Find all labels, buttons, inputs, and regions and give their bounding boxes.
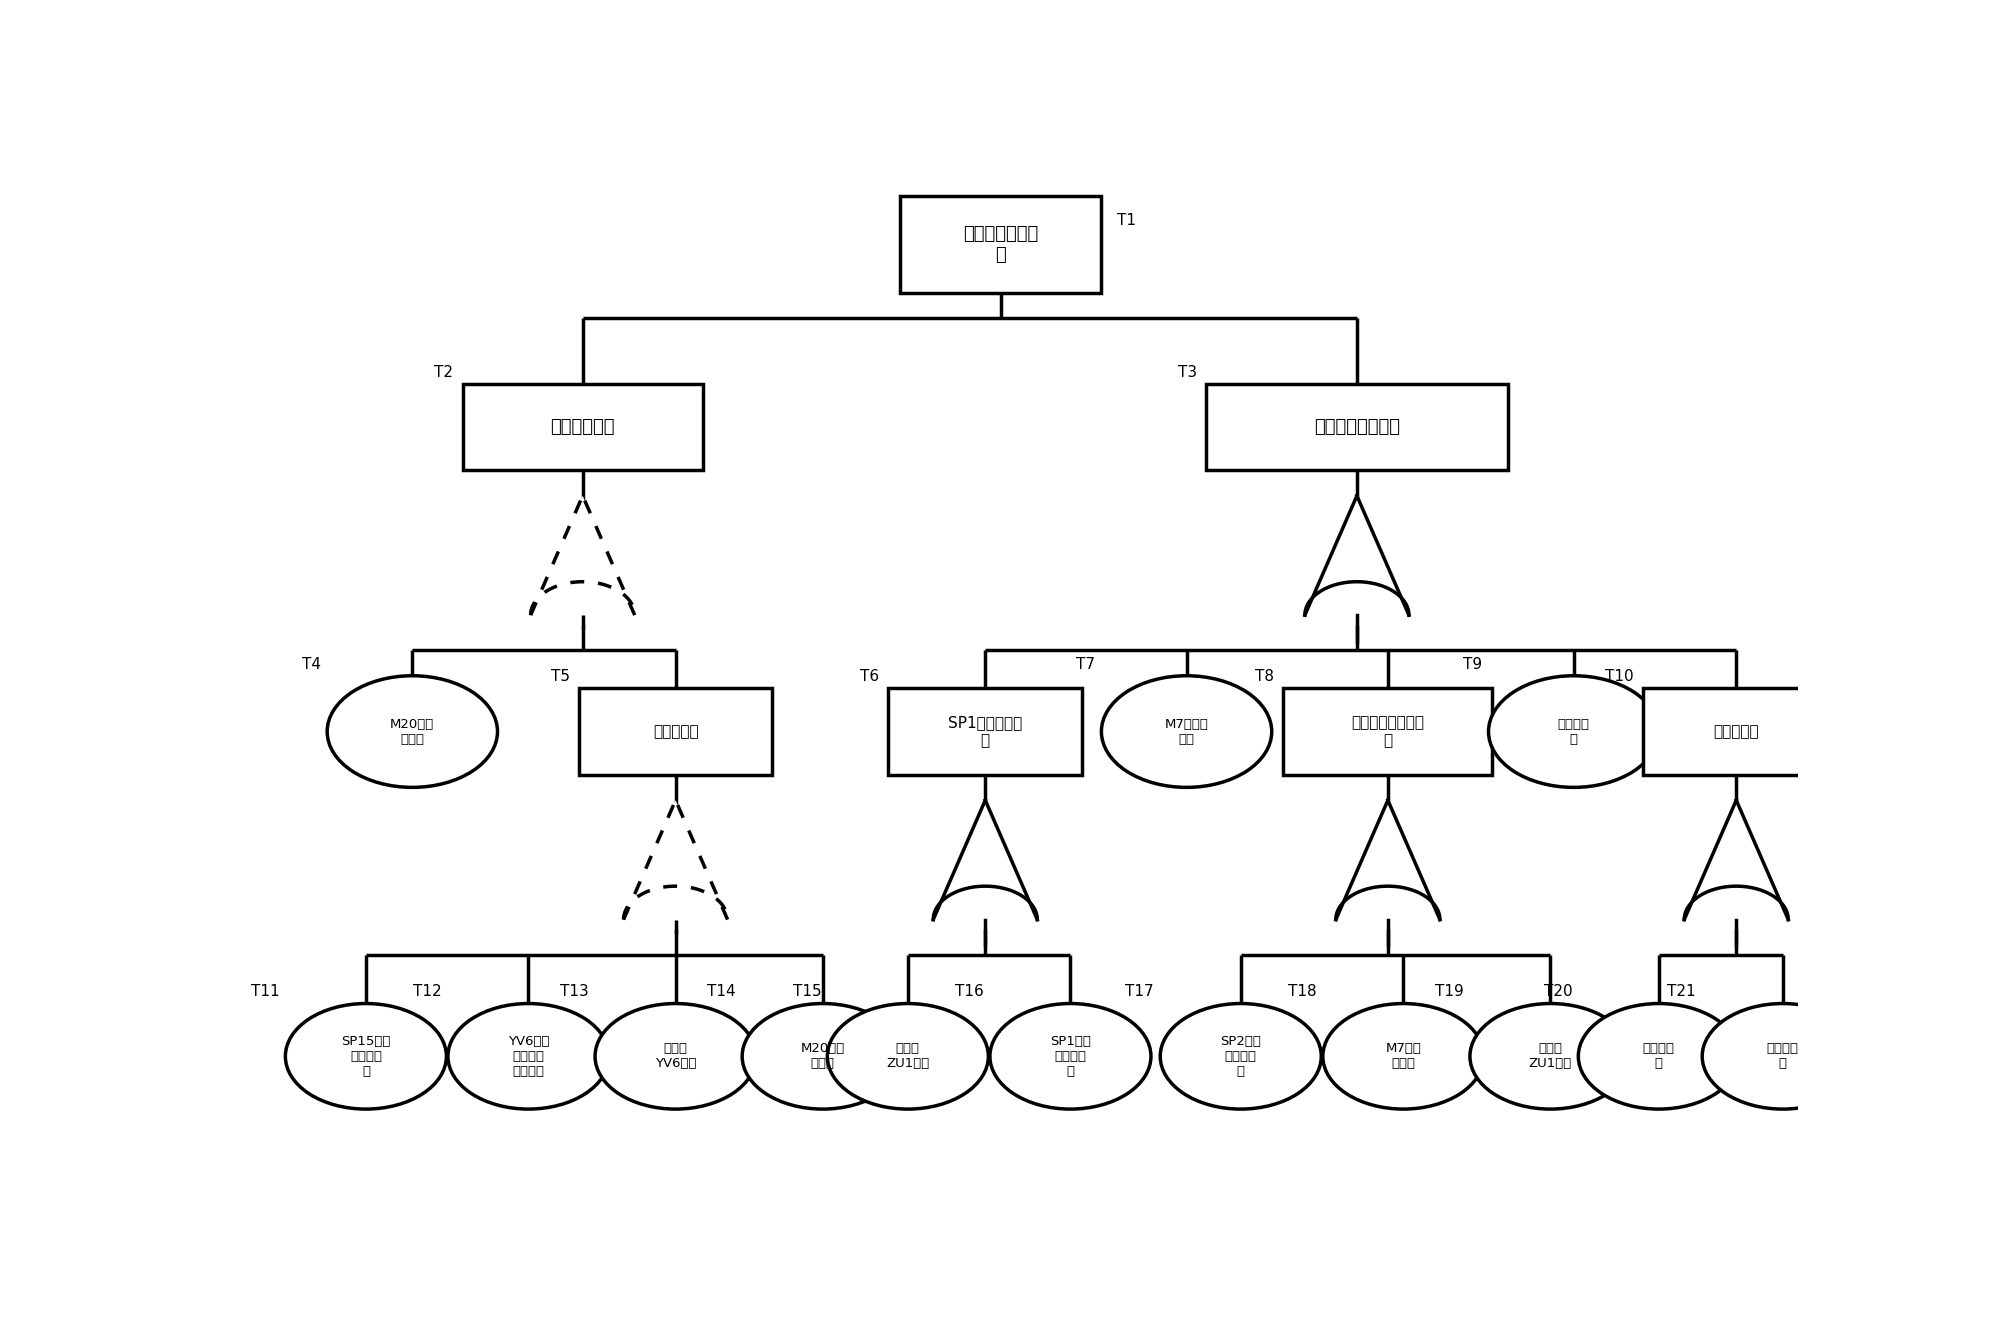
FancyBboxPatch shape [1283,688,1493,775]
Circle shape [448,1003,609,1108]
Circle shape [1702,1003,1864,1108]
Text: T2: T2 [434,365,454,380]
Circle shape [1471,1003,1630,1108]
Circle shape [989,1003,1151,1108]
Circle shape [1578,1003,1740,1108]
Text: T8: T8 [1255,670,1275,684]
Text: 压缩机故
障: 压缩机故 障 [1642,1043,1674,1070]
Text: 油冷机故障: 油冷机故障 [1714,724,1758,739]
Text: T9: T9 [1463,656,1483,672]
Text: SP1压力信号报
警: SP1压力信号报 警 [949,716,1023,747]
Text: T10: T10 [1606,670,1634,684]
Text: T15: T15 [793,985,821,999]
Text: T3: T3 [1177,365,1197,380]
Text: 头架液压系统故
障: 头架液压系统故 障 [963,225,1039,264]
Text: 制冷剂不
足: 制冷剂不 足 [1766,1043,1798,1070]
Polygon shape [623,800,727,920]
Text: T11: T11 [250,985,280,999]
Polygon shape [531,496,635,616]
Text: M7电动
机故障: M7电动 机故障 [1385,1043,1421,1070]
Text: 头架润滑装置故障: 头架润滑装置故障 [1315,418,1401,436]
Text: T6: T6 [859,670,879,684]
Polygon shape [1684,800,1788,920]
Text: T1: T1 [1117,212,1137,228]
FancyBboxPatch shape [464,384,703,471]
FancyBboxPatch shape [1642,688,1830,775]
Text: T13: T13 [559,985,589,999]
Circle shape [1101,676,1271,787]
Text: T7: T7 [1077,656,1095,672]
Text: 夹紧装置故障: 夹紧装置故障 [549,418,615,436]
Text: M20电动
机故障: M20电动 机故障 [801,1043,845,1070]
Text: SP2流量
传感器损
坏: SP2流量 传感器损 坏 [1221,1035,1261,1078]
Text: 滤油网
ZU1堵塞: 滤油网 ZU1堵塞 [1528,1043,1572,1070]
Text: 压力油不足: 压力油不足 [653,724,699,739]
Circle shape [1489,676,1658,787]
Text: T21: T21 [1668,985,1696,999]
Text: T4: T4 [302,656,322,672]
Text: M20电动
机故障: M20电动 机故障 [390,717,434,746]
Text: T19: T19 [1435,985,1465,999]
Text: T12: T12 [414,985,442,999]
Circle shape [741,1003,903,1108]
Text: T5: T5 [551,670,569,684]
Text: 溢流阀
YV6故障: 溢流阀 YV6故障 [655,1043,697,1070]
Circle shape [595,1003,755,1108]
Text: T18: T18 [1289,985,1317,999]
Circle shape [1323,1003,1485,1108]
FancyBboxPatch shape [579,688,773,775]
Text: 滤油网
ZU1堵塞: 滤油网 ZU1堵塞 [887,1043,929,1070]
Text: 润滑油不
足: 润滑油不 足 [1558,717,1590,746]
FancyBboxPatch shape [889,688,1083,775]
FancyBboxPatch shape [1207,384,1508,471]
Polygon shape [933,800,1037,920]
Text: SP1压力
传感器损
坏: SP1压力 传感器损 坏 [1051,1035,1091,1078]
Circle shape [1161,1003,1321,1108]
Circle shape [827,1003,989,1108]
Text: YV6溢流
阀压力值
挑定错误: YV6溢流 阀压力值 挑定错误 [507,1035,549,1078]
Polygon shape [1305,496,1409,616]
Text: 流量未达到润滑要
求: 流量未达到润滑要 求 [1351,716,1425,747]
Polygon shape [1337,800,1441,920]
Text: T17: T17 [1125,985,1155,999]
Text: M7电动机
故障: M7电动机 故障 [1165,717,1209,746]
Circle shape [328,676,498,787]
Text: T14: T14 [707,985,735,999]
Text: SP15压力
传感器损
坏: SP15压力 传感器损 坏 [342,1035,390,1078]
Text: T20: T20 [1544,985,1572,999]
Circle shape [286,1003,446,1108]
Text: T16: T16 [955,985,983,999]
FancyBboxPatch shape [899,196,1101,293]
